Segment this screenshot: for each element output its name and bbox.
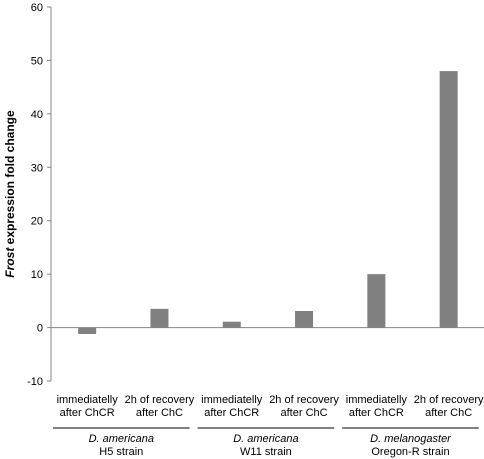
bar: [78, 327, 97, 334]
bar: [150, 308, 169, 328]
group-strain-label: H5 strain: [99, 446, 143, 458]
y-axis-title-rest: expression fold change: [3, 110, 17, 248]
group-strain-label: W11 strain: [240, 446, 292, 458]
category-label: 2h of recovery: [414, 394, 484, 406]
y-tick-label: 30: [31, 162, 43, 174]
category-label: immediatelly: [57, 394, 119, 406]
bars: [78, 71, 458, 334]
bar: [439, 71, 458, 328]
group-species-label: D. melanogaster: [370, 433, 452, 445]
bar: [222, 321, 241, 328]
category-label: after ChCR: [349, 407, 404, 419]
y-tick-label: 50: [31, 55, 43, 67]
axes: [50, 7, 484, 381]
y-axis-title-text: Frost expression fold change: [3, 110, 17, 278]
y-tick-label: 60: [31, 2, 43, 14]
category-label: 2h of recovery: [125, 394, 195, 406]
y-tick-label: 0: [37, 323, 43, 335]
y-tick-label: 10: [31, 269, 43, 281]
y-ticks: -10 0 10 20 30 40 50 60: [27, 2, 51, 388]
category-label: 2h of recovery: [269, 394, 339, 406]
group-species-label: D. americana: [233, 433, 298, 445]
y-axis-title: Frost expression fold change: [3, 110, 17, 278]
bar: [295, 311, 314, 328]
group-species-label: D. americana: [89, 433, 154, 445]
category-label: after ChC: [425, 407, 472, 419]
y-tick-label: 20: [31, 216, 43, 228]
bar: [367, 274, 386, 328]
category-label: after ChCR: [204, 407, 259, 419]
y-tick-label: 40: [31, 109, 43, 121]
y-axis-title-gene: Frost: [3, 247, 17, 278]
group-strain-label: Oregon-R strain: [371, 446, 449, 458]
category-label: immediatelly: [201, 394, 263, 406]
y-tick-label: -10: [27, 376, 43, 388]
category-label: immediatelly: [346, 394, 408, 406]
category-label: after ChC: [136, 407, 183, 419]
category-label: after ChC: [281, 407, 328, 419]
category-label: after ChCR: [60, 407, 115, 419]
